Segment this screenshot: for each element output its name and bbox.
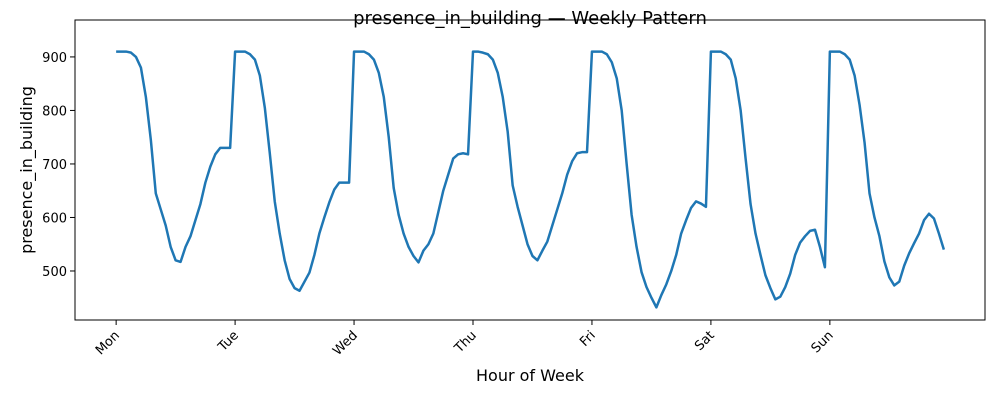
y-tick-label: 800	[42, 104, 67, 119]
y-axis-label: presence_in_building	[17, 86, 37, 254]
x-axis-label: Hour of Week	[476, 366, 585, 385]
y-tick-label: 700	[42, 158, 67, 173]
y-tick-label: 500	[42, 265, 67, 280]
x-tick-label: Wed	[330, 328, 361, 359]
chart-title: presence_in_building — Weekly Pattern	[353, 8, 707, 29]
x-tick-label: Sun	[809, 328, 837, 356]
y-tick-label: 900	[42, 51, 67, 66]
x-tick-label: Mon	[93, 328, 123, 358]
plot-frame	[74, 19, 986, 321]
x-tick-label: Thu	[451, 328, 480, 357]
x-tick-label: Sat	[692, 328, 718, 354]
x-tick-label: Fri	[577, 328, 599, 350]
y-tick-label: 600	[42, 211, 67, 226]
x-tick-label: Tue	[215, 328, 242, 355]
line	[116, 50, 946, 309]
